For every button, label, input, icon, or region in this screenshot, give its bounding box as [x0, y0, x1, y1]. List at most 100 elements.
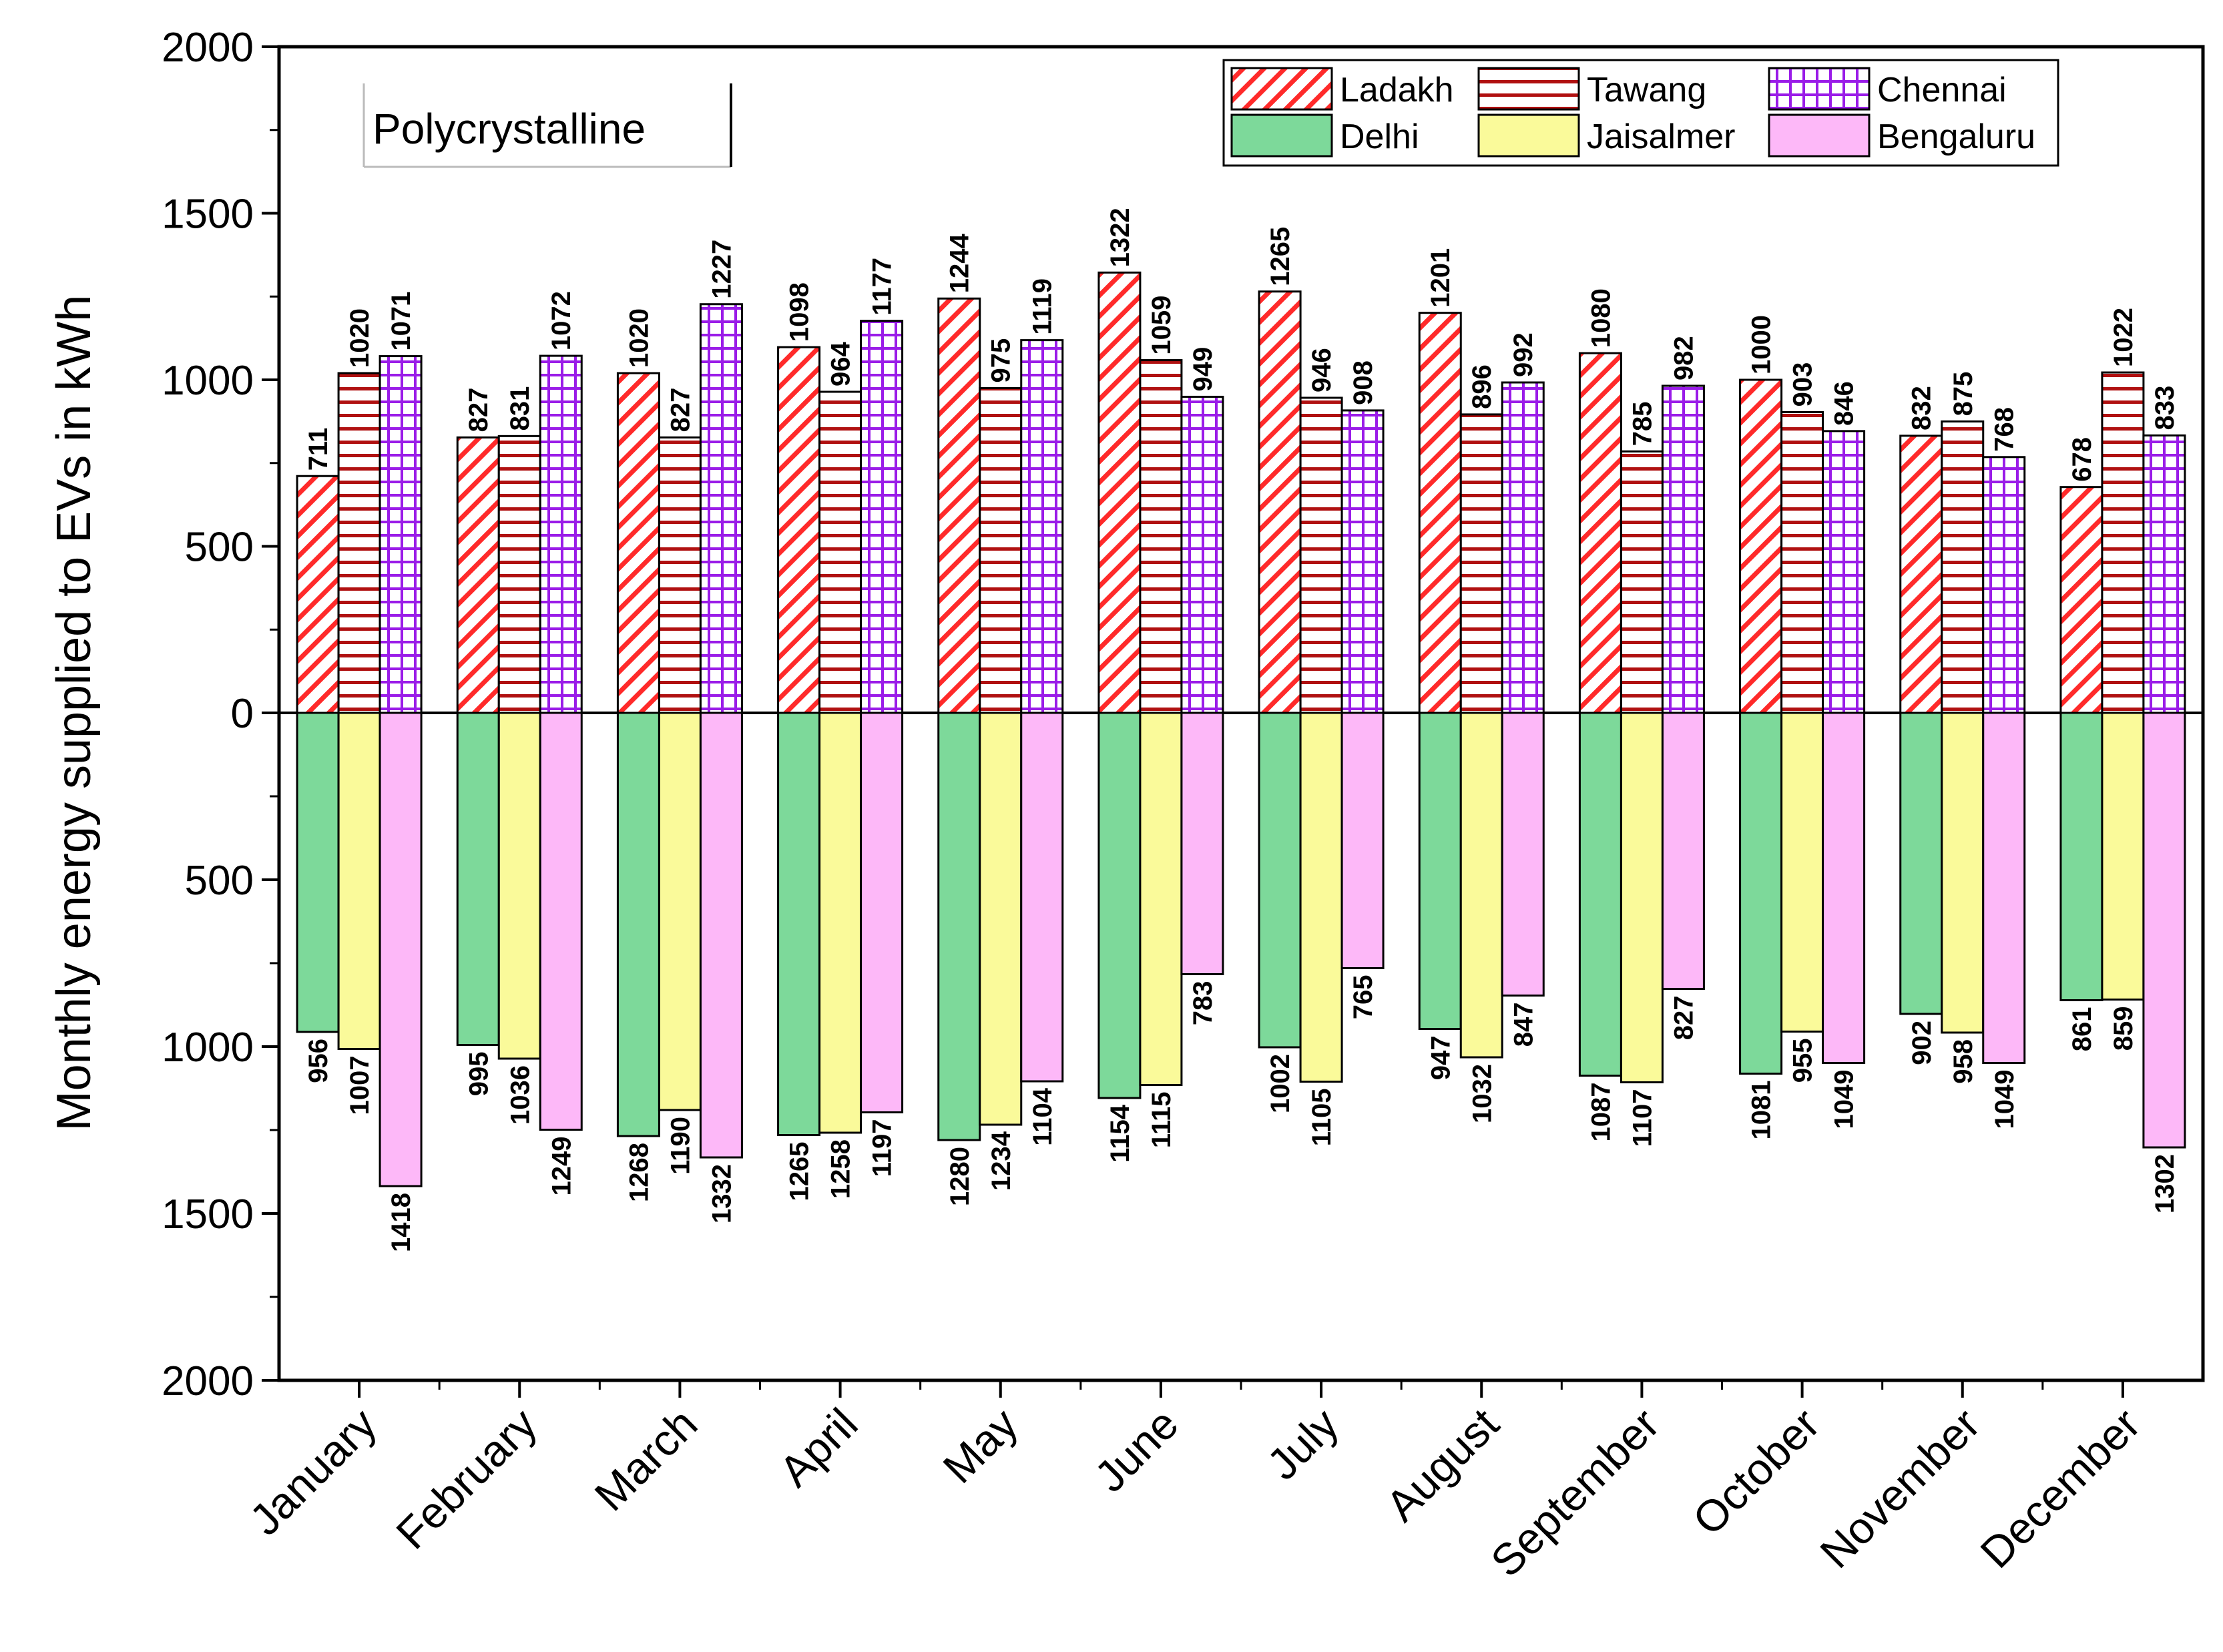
x-tick-label-may: May [933, 1399, 1027, 1492]
data-label: 1227 [707, 240, 736, 299]
legend-label-jaisalmer: Jaisalmer [1587, 117, 1736, 156]
data-label: 1280 [945, 1147, 975, 1206]
data-label: 1258 [826, 1139, 856, 1199]
bar-tawang-june [1139, 359, 1183, 714]
data-label: 1000 [1747, 315, 1776, 374]
bar-tawang-february [497, 435, 541, 714]
bar-jaisalmer-february [497, 712, 541, 1060]
data-label: 1244 [945, 234, 975, 294]
legend-swatch-jaisalmer [1477, 113, 1580, 158]
legend-frame [1222, 59, 2059, 167]
y-tick-label: 0 [231, 691, 254, 737]
bars-group [296, 271, 2186, 1187]
legend-swatch-ladakh [1230, 67, 1333, 111]
x-tick-label-january: January [240, 1399, 386, 1545]
data-label: 955 [1788, 1039, 1818, 1083]
data-label: 1072 [547, 291, 576, 350]
bar-chennai-february [539, 354, 583, 714]
bar-delhi-november [1899, 712, 1943, 1015]
bar-bengaluru-december [2142, 712, 2186, 1149]
bar-jaisalmer-october [1780, 712, 1824, 1033]
x-tick-label-march: March [585, 1399, 706, 1521]
bar-ladakh-august [1418, 312, 1462, 714]
bar-jaisalmer-march [658, 712, 702, 1111]
bar-tawang-december [2101, 371, 2145, 714]
bar-chennai-august [1501, 381, 1545, 714]
data-label: 1197 [868, 1119, 897, 1177]
x-tick-label-february: February [387, 1399, 546, 1559]
data-label: 1177 [868, 258, 897, 316]
data-label: 827 [1669, 996, 1698, 1041]
data-label: 975 [987, 338, 1016, 383]
legend-label-chennai: Chennai [1877, 71, 2007, 109]
data-label: 768 [1990, 407, 2019, 452]
y-axis: 0 500 500 1000 1000 1500 1500 2000 2000 [162, 25, 279, 1404]
bar-delhi-february [456, 712, 500, 1046]
bar-ladakh-november [1899, 435, 1943, 714]
bar-chennai-may [1020, 339, 1064, 714]
bar-delhi-october [1739, 712, 1783, 1075]
bar-tawang-november [1941, 420, 1985, 714]
inset-label-box: Polycrystalline [362, 83, 732, 168]
bar-bengaluru-june [1180, 712, 1224, 975]
legend: Ladakh Tawang Chennai Delhi Jaisalmer Bengalu… [1222, 59, 2059, 167]
bar-tawang-august [1459, 413, 1503, 714]
x-tick-label-july: July [1258, 1399, 1348, 1489]
data-label: 1071 [387, 292, 416, 351]
bar-ladakh-january [296, 475, 340, 714]
data-label: 1265 [1266, 227, 1295, 286]
bar-chennai-october [1822, 430, 1866, 714]
data-label: 1104 [1028, 1087, 1057, 1146]
bar-tawang-october [1780, 410, 1824, 714]
bar-ladakh-june [1097, 271, 1142, 714]
data-label: 1020 [624, 308, 654, 368]
data-label: 1322 [1105, 208, 1135, 267]
x-tick-label-november: November [1810, 1399, 1989, 1578]
bar-ladakh-april [777, 346, 821, 714]
bar-bengaluru-september [1661, 712, 1705, 990]
legend-label-delhi: Delhi [1340, 117, 1419, 156]
inset-label: Polycrystalline [373, 105, 646, 153]
data-label: 1022 [2109, 308, 2138, 367]
data-label: 1119 [1028, 278, 1057, 335]
bar-delhi-august [1418, 712, 1462, 1030]
bar-chennai-april [860, 320, 904, 714]
y-tick-label: 1500 [162, 192, 254, 238]
y-axis-title: Monthly energy supplied to EVs in kWh [47, 295, 101, 1131]
bar-chennai-november [1982, 456, 2026, 714]
legend-swatch-bengaluru [1768, 113, 1871, 158]
bar-jaisalmer-november [1941, 712, 1985, 1034]
bar-delhi-january [296, 712, 340, 1033]
legend-label-ladakh: Ladakh [1340, 71, 1454, 109]
data-label: 783 [1188, 981, 1218, 1026]
data-label: 1154 [1105, 1104, 1135, 1163]
x-tick-label-april: April [770, 1399, 867, 1496]
bar-ladakh-december [2059, 486, 2104, 714]
data-label: 1302 [2150, 1154, 2180, 1213]
data-label: 995 [464, 1052, 493, 1097]
bar-delhi-december [2059, 712, 2104, 1001]
data-label: 1098 [785, 282, 814, 342]
bar-jaisalmer-december [2101, 712, 2145, 1001]
data-label: 903 [1788, 362, 1818, 407]
y-tick-label: 1000 [162, 1025, 254, 1071]
data-label: 1105 [1307, 1089, 1336, 1147]
data-label: 947 [1426, 1036, 1455, 1081]
bar-bengaluru-april [860, 712, 904, 1113]
bar-delhi-july [1258, 712, 1302, 1049]
bar-jaisalmer-september [1620, 712, 1664, 1083]
y-tick-label: 2000 [162, 25, 254, 71]
bar-bengaluru-may [1020, 712, 1064, 1083]
legend-label-bengaluru: Bengaluru [1877, 117, 2035, 156]
data-label: 1234 [987, 1131, 1016, 1191]
bar-bengaluru-march [699, 712, 743, 1159]
x-axis: January February March April May June July Augu… [240, 1380, 2150, 1586]
bar-ladakh-may [937, 297, 981, 714]
data-label: 1087 [1586, 1083, 1616, 1142]
data-label: 1049 [1830, 1070, 1859, 1129]
data-label: 1036 [505, 1065, 535, 1125]
bar-ladakh-february [456, 436, 500, 714]
bar-tawang-july [1299, 396, 1343, 714]
data-label: 875 [1949, 372, 1978, 417]
data-label: 908 [1348, 360, 1378, 405]
